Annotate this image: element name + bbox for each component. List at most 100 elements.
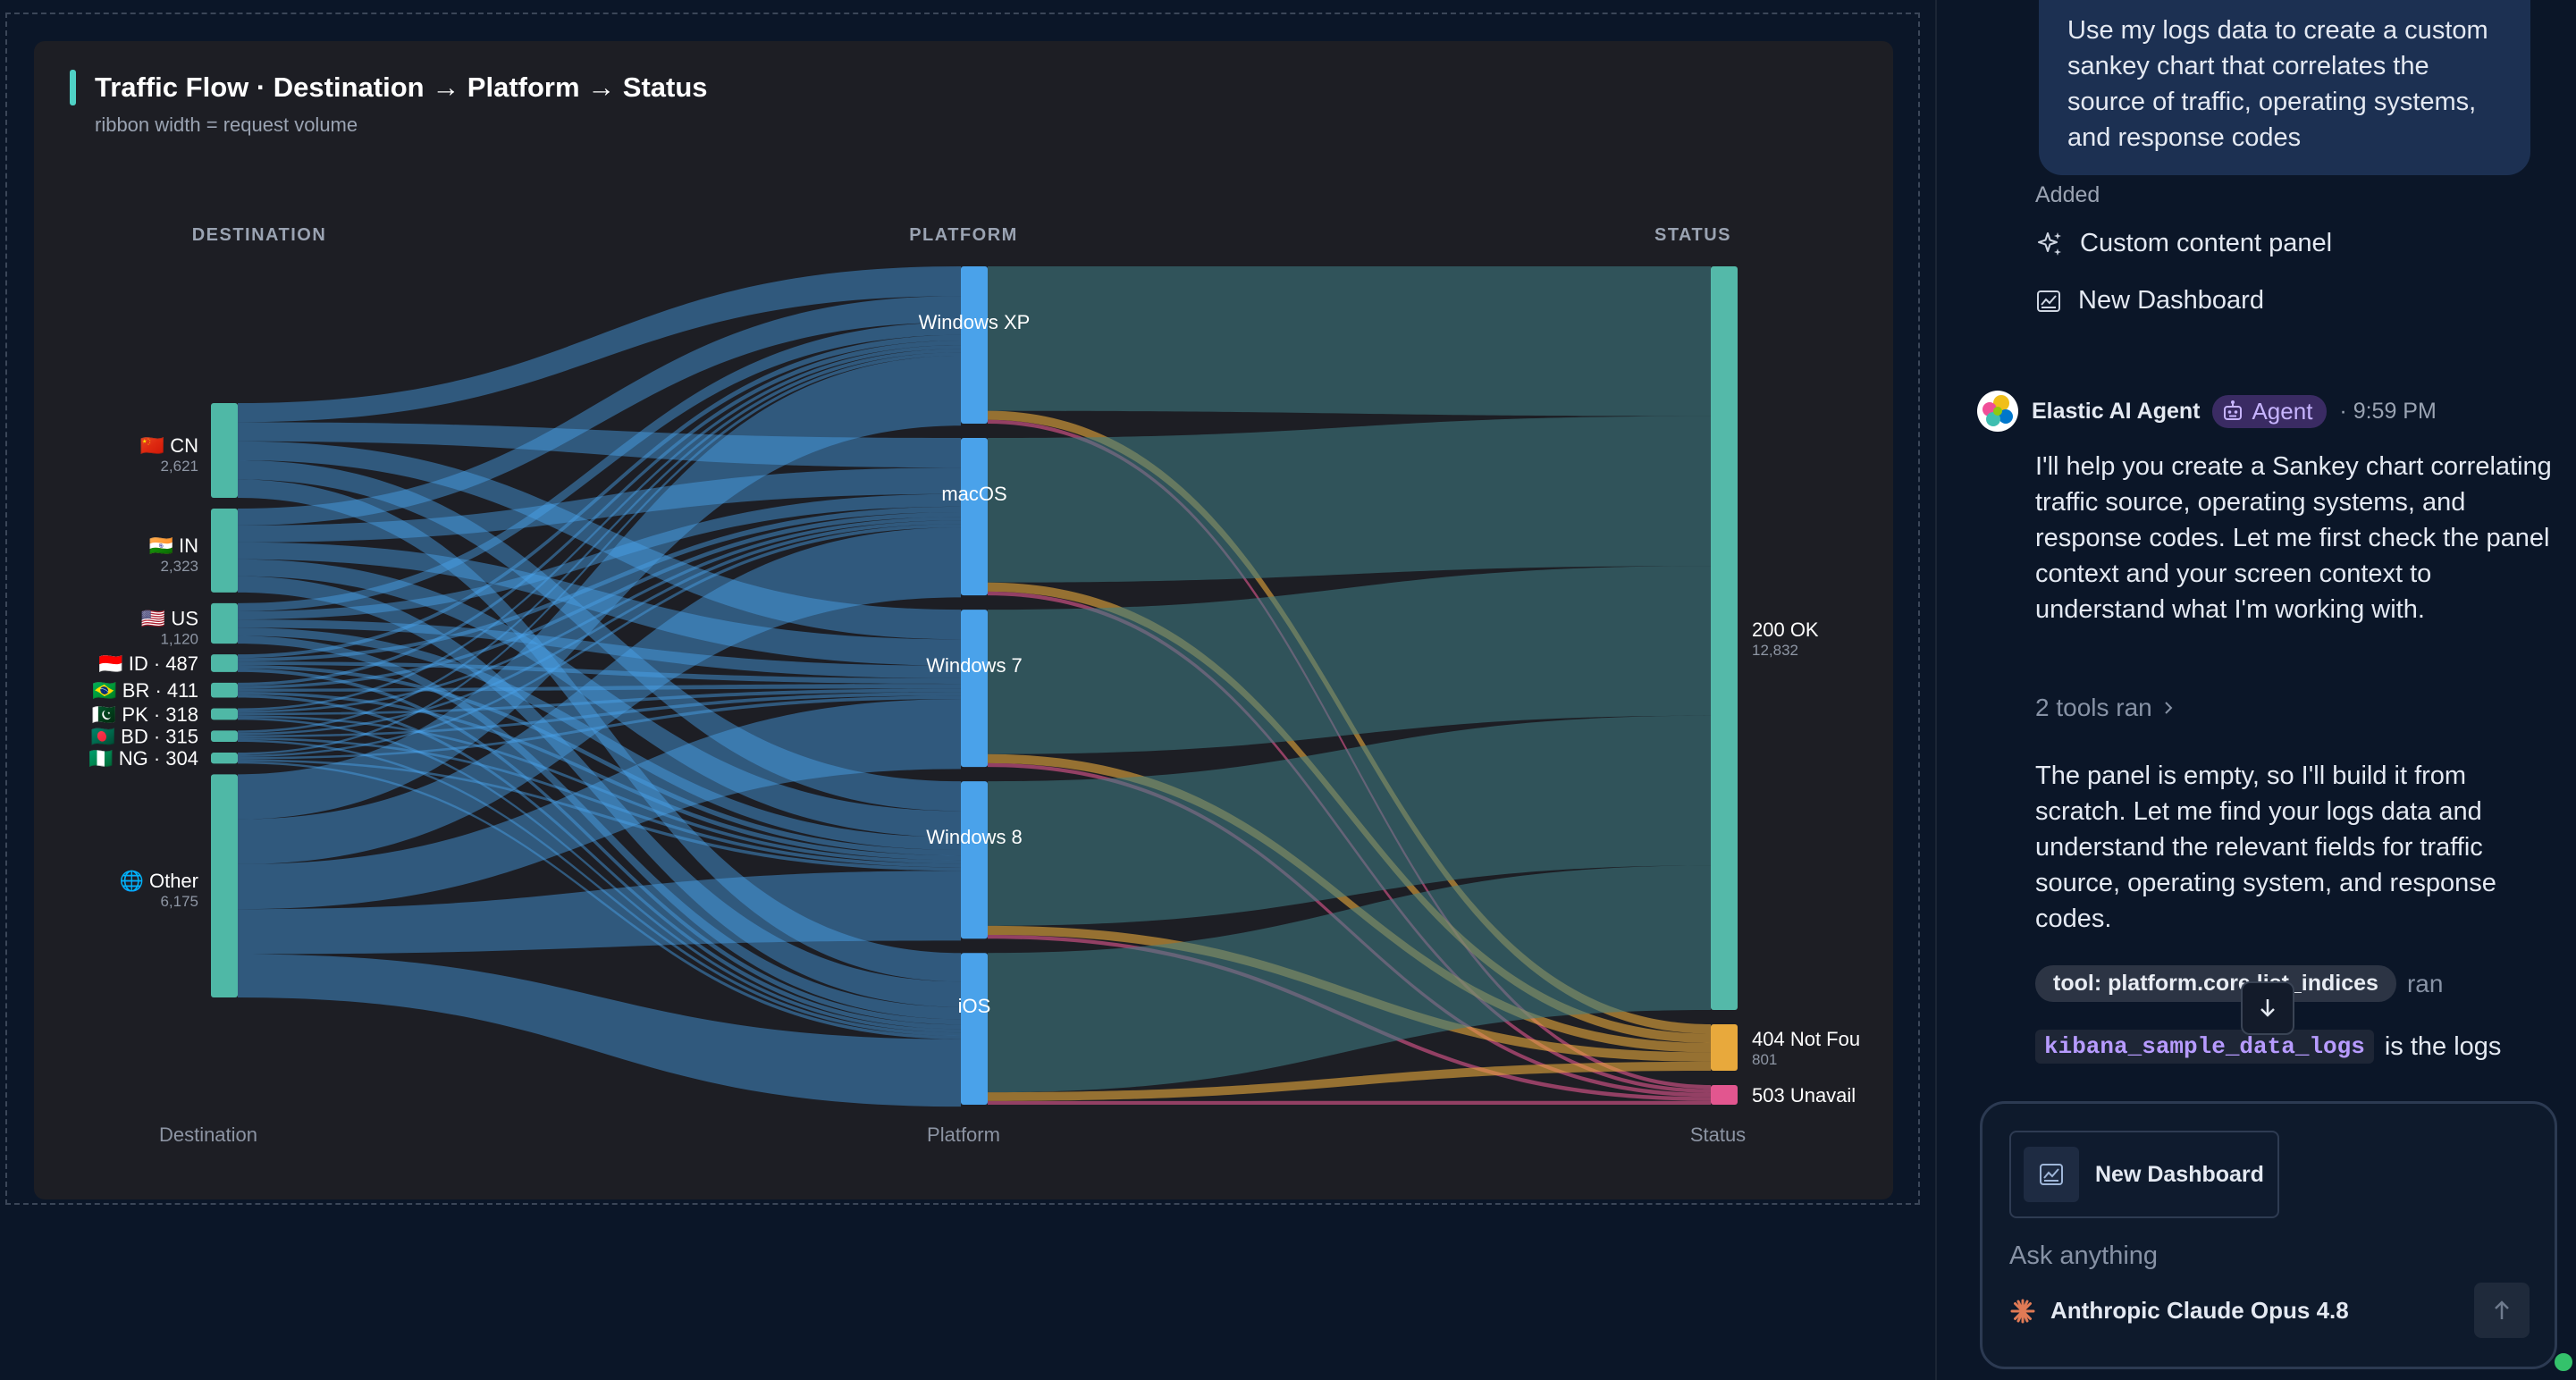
agent-badge: Agent: [2212, 394, 2328, 428]
flow-link: [238, 517, 961, 713]
robot-icon: [2224, 400, 2243, 420]
column-header-destination: DESTINATION: [192, 225, 327, 245]
status-node[interactable]: [1711, 1084, 1738, 1105]
destination-label: 🇵🇰 PK · 318: [92, 703, 198, 726]
platform-node[interactable]: [961, 953, 988, 1105]
tools-ran-label: 2 tools ran: [2035, 694, 2152, 721]
flow-link: [238, 349, 961, 733]
dashboard-area: Traffic Flow · Destination → Platform → …: [5, 13, 1920, 1205]
chevron-right-icon: [2165, 702, 2173, 714]
added-item-custom-panel[interactable]: Custom content panel: [2035, 229, 2332, 258]
column-footer-platform: Platform: [927, 1123, 1000, 1146]
platform-node[interactable]: [961, 610, 988, 768]
agent-timestamp: · 9:59 PM: [2339, 398, 2437, 424]
status-node[interactable]: [1711, 266, 1738, 1011]
platform-label: Windows 7: [926, 654, 1023, 677]
added-item-new-dashboard[interactable]: New Dashboard: [2035, 286, 2264, 316]
destination-label: 🇳🇬 NG · 304: [88, 747, 198, 770]
destination-value: 2,323: [160, 558, 198, 575]
column-header-platform: PLATFORM: [909, 225, 1018, 245]
flow-link: [238, 422, 961, 468]
destination-node[interactable]: [211, 682, 238, 698]
flow-link: [238, 334, 961, 659]
index-name-code: kibana_sample_data_logs: [2035, 1030, 2374, 1064]
column-footer-status: Status: [1690, 1123, 1746, 1146]
panel-outline[interactable]: [5, 13, 1920, 1205]
flow-link: [238, 520, 961, 736]
tool-call-line: tool: platform.core.list_indices ran: [2035, 965, 2443, 1002]
arrow-up-icon: [2495, 1300, 2509, 1319]
flow-link: [238, 627, 961, 850]
added-item-label: Custom content panel: [2080, 229, 2333, 257]
flow-link: [988, 266, 1711, 417]
panel-divider[interactable]: [1935, 0, 1937, 1380]
chart-title: Traffic Flow · Destination → Platform → …: [95, 72, 708, 103]
flow-link: [238, 524, 961, 758]
status-node[interactable]: [1711, 1024, 1738, 1071]
scroll-to-bottom-button[interactable]: [2241, 981, 2294, 1035]
title-accent-bar: [70, 70, 76, 105]
flow-link: [238, 691, 961, 861]
flow-link: [988, 1100, 1711, 1105]
destination-node[interactable]: [211, 774, 238, 997]
flow-link: [238, 699, 961, 910]
chat-input-box: New Dashboard Anthropic Claude Opus 4.8: [1980, 1101, 2557, 1369]
ai-assistant-panel: Use my logs data to create a custom sank…: [1937, 0, 2576, 1380]
flow-link: [238, 340, 961, 686]
model-selector[interactable]: Anthropic Claude Opus 4.8: [2009, 1297, 2349, 1325]
platform-node[interactable]: [961, 781, 988, 939]
platform-node[interactable]: [961, 266, 988, 425]
status-label: 200 OK: [1752, 618, 1819, 641]
dashboard-icon: [2037, 290, 2060, 312]
flow-link: [238, 559, 961, 837]
platform-label: iOS: [958, 995, 991, 1017]
flow-link: [238, 296, 961, 526]
flow-link: [238, 352, 961, 755]
flow-link: [238, 954, 961, 1107]
flow-link: [988, 1061, 1711, 1101]
flow-link: [238, 479, 961, 982]
flow-link: [238, 356, 961, 820]
flow-link: [238, 761, 961, 1039]
agent-name: Elastic AI Agent: [2032, 398, 2201, 424]
tools-ran-toggle[interactable]: 2 tools ran: [2035, 694, 2176, 722]
agent-badge-label: Agent: [2252, 397, 2313, 425]
flow-link: [988, 865, 1711, 1093]
platform-label: Windows XP: [919, 311, 1031, 333]
flow-link: [988, 566, 1711, 754]
destination-node[interactable]: [211, 708, 238, 720]
connection-status-dot: [2553, 1351, 2574, 1373]
destination-node[interactable]: [211, 730, 238, 743]
send-button[interactable]: [2474, 1283, 2530, 1338]
flow-link: [988, 715, 1711, 926]
destination-value: 6,175: [160, 893, 198, 910]
model-name: Anthropic Claude Opus 4.8: [2050, 1297, 2349, 1324]
destination-label: 🇮🇩 ID · 487: [98, 652, 198, 675]
flow-link: [238, 542, 961, 666]
destination-label: 🇺🇸 US: [141, 608, 198, 630]
destination-node[interactable]: [211, 654, 238, 672]
platform-node[interactable]: [961, 438, 988, 596]
attachment-card[interactable]: New Dashboard: [2009, 1131, 2279, 1218]
flow-link: [238, 441, 961, 640]
flow-link: [238, 661, 961, 685]
destination-node[interactable]: [211, 602, 238, 644]
added-item-label: New Dashboard: [2078, 286, 2264, 315]
destination-label: 🇨🇳 CN: [140, 434, 198, 457]
column-header-status: STATUS: [1654, 225, 1731, 245]
chat-input[interactable]: [2009, 1236, 2510, 1275]
attachment-label: New Dashboard: [2095, 1161, 2264, 1187]
destination-node[interactable]: [211, 508, 238, 593]
dashboard-icon: [2040, 1164, 2063, 1185]
destination-node[interactable]: [211, 403, 238, 498]
agent-message-text: is the logs: [2384, 1031, 2502, 1061]
tool-call-pill[interactable]: tool: platform.core.list_indices: [2035, 965, 2396, 1002]
agent-message-paragraph: The panel is empty, so I'll build it fro…: [2035, 762, 2496, 933]
flow-link: [238, 460, 961, 812]
flow-link: [238, 871, 961, 955]
attachment-icon-box: [2024, 1147, 2079, 1202]
flow-link: [988, 753, 1711, 1053]
destination-node[interactable]: [211, 753, 238, 764]
anthropic-burst-icon: [2010, 1299, 2035, 1323]
flow-link: [238, 688, 961, 716]
